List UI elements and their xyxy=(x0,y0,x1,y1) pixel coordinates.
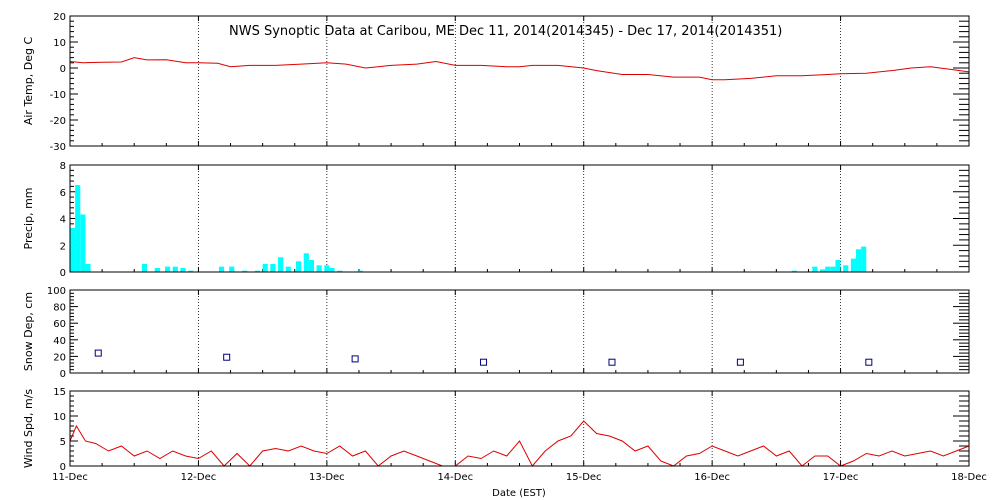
panel-wind: 15 10 5 0 Wind Spd, m/s 11-Dec 12-Dec 13-Dec 14-… xyxy=(22,387,987,483)
precip-bar xyxy=(180,267,186,272)
y-tick-label: 20 xyxy=(53,12,66,23)
precip-bar xyxy=(75,185,81,272)
precip-bar xyxy=(303,253,309,272)
snow-depth-point xyxy=(480,358,488,366)
y-tick-label: 20 xyxy=(53,352,66,363)
precip-bar xyxy=(218,266,225,272)
snow-depth-point xyxy=(608,358,616,366)
series-line-temp xyxy=(69,57,970,81)
y-tick-label: 0 xyxy=(60,369,66,380)
precip-bar xyxy=(172,266,178,272)
precip-bar xyxy=(80,214,86,272)
y-axis-label-precip: Precip, mm xyxy=(22,188,35,250)
precip-bar xyxy=(270,263,276,272)
precip-bar xyxy=(308,259,315,272)
snow-depth-point xyxy=(351,355,359,363)
precip-bar xyxy=(188,270,194,272)
precip-bar xyxy=(843,265,849,272)
x-tick-label: 15-Dec xyxy=(566,472,602,483)
precip-bar xyxy=(791,270,797,272)
x-tick-label: 16-Dec xyxy=(694,472,730,483)
y-tick-label: 6 xyxy=(60,188,66,199)
precip-bar xyxy=(262,263,268,272)
precip-bar xyxy=(850,258,856,272)
precip-bar xyxy=(324,265,330,272)
panel-temp: 20 10 0 -10 -20 -30 Air Temp, Deg C xyxy=(22,12,970,153)
precip-bar xyxy=(154,267,160,272)
precip-bar xyxy=(141,263,148,272)
precip-bar xyxy=(830,266,836,272)
y-tick-label: 0 xyxy=(60,64,66,75)
precip-bar xyxy=(861,246,867,272)
x-tick-label: 11-Dec xyxy=(52,472,88,483)
y-tick-label: 4 xyxy=(60,215,66,226)
snow-depth-point xyxy=(865,358,873,366)
precip-bar xyxy=(85,263,91,272)
precip-bar xyxy=(296,261,302,272)
precip-bar xyxy=(855,249,862,272)
precip-bar xyxy=(357,270,363,272)
snow-depth-point xyxy=(736,358,744,366)
y-tick-label: 2 xyxy=(60,241,66,252)
precip-bar xyxy=(278,257,284,272)
x-tick-label: 14-Dec xyxy=(437,472,473,483)
y-tick-label: 0 xyxy=(60,462,66,473)
precip-bar xyxy=(285,266,291,272)
plot-frame xyxy=(69,15,970,147)
precip-bar xyxy=(825,266,831,272)
y-tick-label: 80 xyxy=(53,303,66,314)
precip-bar xyxy=(70,227,76,272)
precip-bar xyxy=(254,270,261,272)
y-axis-label-snow: Snow Dep, cm xyxy=(22,292,35,371)
precip-bar xyxy=(812,266,818,272)
x-tick-label: 18-Dec xyxy=(951,472,987,483)
precip-bar xyxy=(316,265,322,272)
y-tick-label: 8 xyxy=(60,161,66,172)
plot-frame xyxy=(69,164,970,273)
y-tick-label: 10 xyxy=(53,412,66,423)
precip-bar xyxy=(835,259,841,272)
precip-bar xyxy=(165,266,171,272)
snow-depth-point xyxy=(223,353,231,361)
plot-frame xyxy=(69,289,970,374)
precip-bar xyxy=(820,269,826,272)
series-line-wind xyxy=(69,420,970,467)
y-tick-label: 10 xyxy=(53,38,66,49)
x-tick-label: 13-Dec xyxy=(309,472,345,483)
chart-title: NWS Synoptic Data at Caribou, ME Dec 11,… xyxy=(229,24,782,39)
plot-frame xyxy=(69,390,970,467)
panel-precip: 8 6 4 2 0 Precip, mm xyxy=(22,161,970,279)
y-axis-label-wind: Wind Spd, m/s xyxy=(22,389,35,469)
precip-bar xyxy=(337,270,343,272)
y-tick-label: 100 xyxy=(47,286,66,297)
snow-depth-point xyxy=(94,349,102,357)
y-tick-label: 0 xyxy=(60,268,66,279)
precip-bar xyxy=(242,270,248,272)
y-tick-label: -10 xyxy=(50,90,66,101)
x-axis-label: Date (EST) xyxy=(492,488,546,499)
y-tick-label: -30 xyxy=(50,142,66,153)
precip-bar xyxy=(329,267,335,272)
panel-snow: 100 80 60 40 20 0 Snow Dep, cm xyxy=(22,286,970,380)
x-tick-label: 17-Dec xyxy=(823,472,859,483)
y-tick-label: -20 xyxy=(50,116,66,127)
precip-bar xyxy=(229,266,235,272)
y-tick-label: 60 xyxy=(53,319,66,330)
y-tick-label: 15 xyxy=(53,387,66,398)
y-tick-label: 5 xyxy=(60,437,66,448)
y-tick-label: 40 xyxy=(53,336,66,347)
y-axis-label-temp: Air Temp, Deg C xyxy=(22,37,35,126)
x-tick-label: 12-Dec xyxy=(181,472,217,483)
